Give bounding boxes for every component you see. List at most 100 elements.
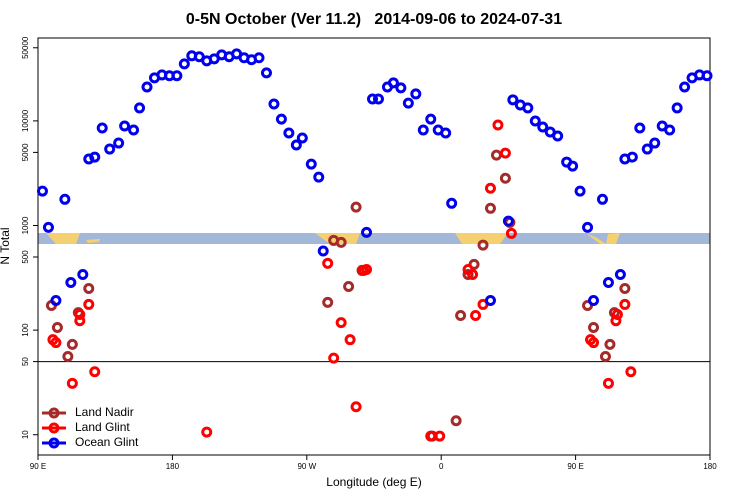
point [619,298,631,310]
y-tick-label: 1000 [21,216,30,234]
legend-marker [48,422,60,434]
point [128,124,140,136]
point [701,70,713,82]
y-tick-label: 50 [21,357,30,366]
point [425,113,437,125]
point [395,82,407,94]
point [492,119,504,131]
y-tick-label: 100 [21,323,30,337]
point [537,121,549,133]
point [335,317,347,329]
point [417,124,429,136]
point [634,122,646,134]
point [446,197,458,209]
legend-marker [48,407,60,419]
legend-label: Land Glint [75,420,130,434]
point [171,70,183,82]
point [425,430,437,442]
point [113,137,125,149]
point [470,309,482,321]
point [317,245,329,257]
point [467,269,479,281]
point [367,93,379,105]
point [178,58,190,70]
point [50,337,62,349]
chart-title: 0-5N October (Ver 11.2) 2014-09-06 to 20… [186,11,562,28]
point [387,77,399,89]
point [201,426,213,438]
point [502,215,514,227]
point [350,401,362,413]
point [477,239,489,251]
point [625,366,637,378]
legend-marker [48,437,60,449]
point [567,160,579,172]
point [335,236,347,248]
point [83,298,95,310]
point [372,93,384,105]
point [268,98,280,110]
point [664,124,676,136]
point [305,158,317,170]
y-tick-label: 10 [21,430,30,439]
point [322,257,334,269]
point [66,338,78,350]
point [582,221,594,233]
point [588,321,600,333]
y-tick-label: 10000 [21,109,30,132]
point [59,193,71,205]
point [89,151,101,163]
point [455,309,467,321]
point [361,263,373,275]
point [74,309,86,321]
point [344,334,356,346]
point [119,120,131,132]
point [141,81,153,93]
y-tick-label: 500 [21,250,30,264]
y-axis-label: N Total [0,227,12,264]
point [599,350,611,362]
point [529,115,541,127]
point [602,377,614,389]
point [499,147,511,159]
point [604,338,616,350]
x-axis-label: Longitude (deg E) [326,475,421,489]
plot-frame [37,37,711,456]
point [484,202,496,214]
point [51,321,63,333]
point [134,102,146,114]
point [522,102,534,114]
point [434,430,446,442]
x-tick-label: 90 E [567,462,583,471]
point [484,294,496,306]
point [36,185,48,197]
point [89,366,101,378]
legend-label: Land Nadir [75,405,134,419]
point [462,269,474,281]
point [402,97,414,109]
point [574,185,586,197]
point [260,67,272,79]
legend-label: Ocean Glint [75,435,139,449]
point [552,130,564,142]
point [77,269,89,281]
point [505,227,517,239]
point [50,294,62,306]
map-band [38,233,710,244]
point [350,201,362,213]
y-tick-label: 50000 [21,36,30,59]
point [42,221,54,233]
x-tick-label: 0 [439,462,444,471]
point [596,193,608,205]
point [507,94,519,106]
point [626,151,638,163]
point [671,102,683,114]
point [611,309,623,321]
point [322,296,334,308]
point [296,132,308,144]
point [290,139,302,151]
point [275,113,287,125]
point [450,415,462,427]
point [641,143,653,155]
